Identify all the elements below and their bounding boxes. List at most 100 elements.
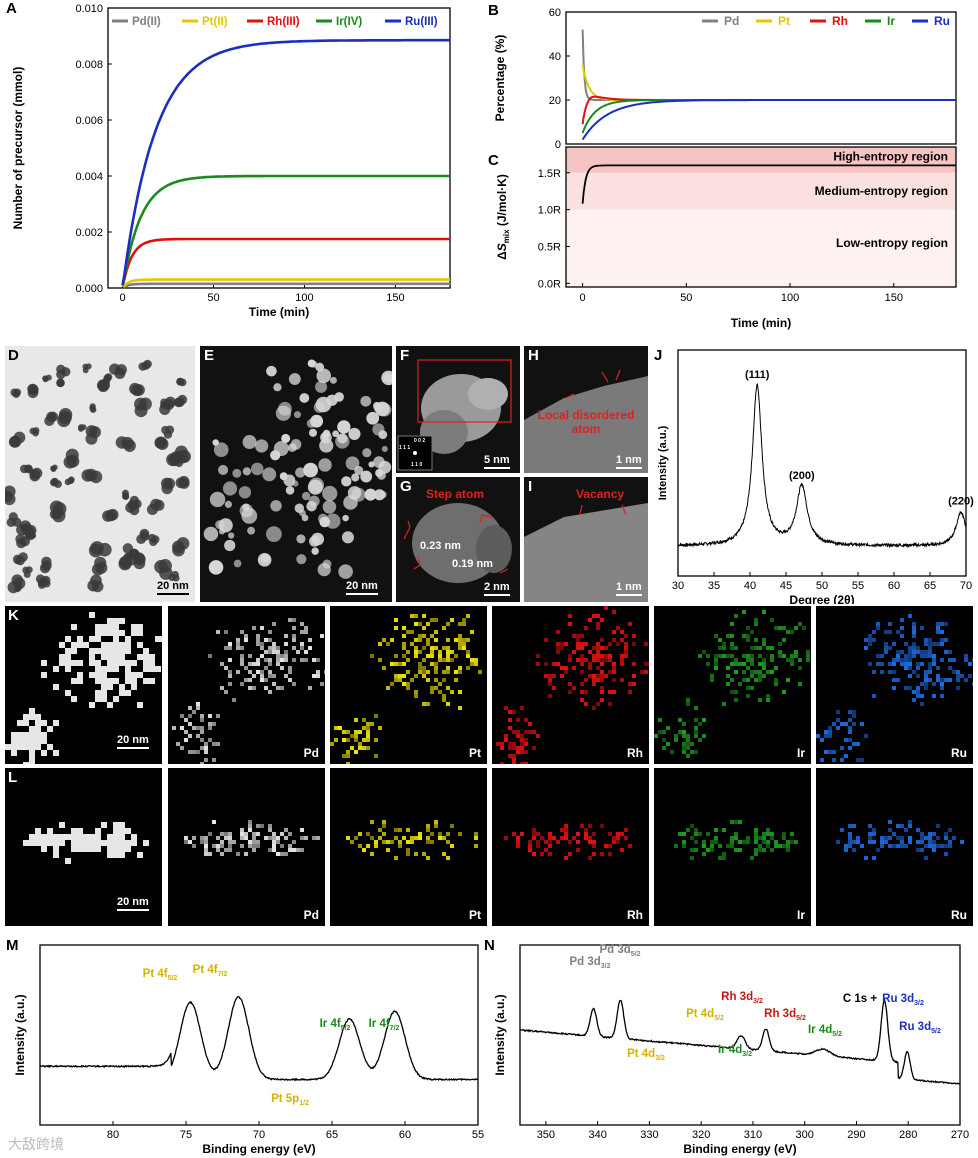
map-pixel: [446, 670, 450, 674]
map-pixel: [746, 654, 750, 658]
map-pixel: [718, 844, 722, 848]
map-pixel: [304, 630, 308, 634]
map-pixel: [596, 622, 600, 626]
panel-label-f: F: [400, 347, 410, 364]
map-pixel: [726, 674, 730, 678]
y-tick-label: 60: [549, 7, 561, 19]
map-pixel: [512, 746, 516, 750]
legend-label: Pd: [724, 14, 739, 28]
map-pixel: [948, 678, 952, 682]
map-pixel: [430, 690, 434, 694]
map-pixel: [928, 638, 932, 642]
map-pixel: [450, 824, 454, 828]
scale-bar-h: 1 nm: [616, 454, 642, 469]
map-pixel: [17, 744, 23, 750]
map-pixel: [848, 738, 852, 742]
map-pixel: [722, 856, 726, 860]
map-pixel: [188, 722, 192, 726]
map-pixel: [520, 750, 524, 754]
map-pixel: [924, 682, 928, 686]
map-pixel: [848, 840, 852, 844]
map-pixel: [532, 832, 536, 836]
map-pixel: [544, 848, 548, 852]
element-label-pt: Pt: [469, 746, 481, 760]
peak-label-main: Pt 4d: [627, 1048, 655, 1060]
map-pixel: [860, 758, 864, 762]
x-axis-label: Time (min): [249, 305, 309, 319]
peak-label-sub: 5/2: [714, 1015, 724, 1022]
map-pixel: [59, 654, 65, 660]
map-pixel: [280, 666, 284, 670]
nanoparticle: [16, 520, 33, 536]
y-tick-label: 0.000: [75, 283, 103, 295]
map-pixel: [920, 654, 924, 658]
nanoparticle: [239, 503, 254, 518]
map-pixel: [726, 654, 730, 658]
map-pixel: [544, 674, 548, 678]
map-pixel: [924, 670, 928, 674]
legend-label: Rh(III): [267, 16, 300, 28]
map-pixel: [600, 670, 604, 674]
map-pixel: [556, 630, 560, 634]
map-pixel: [714, 634, 718, 638]
map-pixel: [928, 642, 932, 646]
map-pixel: [462, 618, 466, 622]
nanoparticle: [309, 535, 320, 547]
map-pixel: [334, 726, 338, 730]
map-pixel: [212, 758, 216, 762]
map-pixel: [916, 690, 920, 694]
map-pixel: [880, 836, 884, 840]
tem-particles-d: [5, 359, 191, 594]
nanoparticle: [265, 526, 282, 543]
map-pixel: [612, 610, 616, 614]
map-pixel: [71, 696, 77, 702]
map-pixel: [59, 660, 65, 666]
map-pixel: [908, 820, 912, 824]
y-axis-label: Intensity (a.u.): [657, 425, 669, 500]
map-pixel: [131, 660, 137, 666]
map-pixel: [924, 674, 928, 678]
nanoparticle: [296, 534, 306, 544]
map-pixel: [77, 678, 83, 684]
map-pixel: [592, 614, 596, 618]
map-pixel: [662, 738, 666, 742]
fft-index-111: 1 1 1: [399, 445, 411, 451]
map-pixel: [872, 638, 876, 642]
map-pixel: [880, 662, 884, 666]
map-pixel: [161, 636, 162, 642]
map-pixel: [766, 694, 770, 698]
eds-map-k-ir: Ir: [654, 606, 811, 764]
map-pixel: [466, 654, 470, 658]
map-pixel: [17, 732, 23, 738]
map-pixel: [137, 630, 143, 636]
map-pixel: [774, 666, 778, 670]
map-pixel: [316, 658, 320, 662]
particle-lobe: [159, 403, 171, 415]
nanoparticle: [316, 368, 332, 384]
map-pixel: [896, 650, 900, 654]
map-pixel: [734, 848, 738, 852]
map-pixel: [576, 658, 580, 662]
map-pixel: [512, 710, 516, 714]
map-pixel: [524, 742, 528, 746]
map-pixel: [726, 682, 730, 686]
map-pixel: [612, 662, 616, 666]
map-pixel: [766, 646, 770, 650]
map-pixel: [608, 852, 612, 856]
peak-label: C 1s +: [843, 993, 877, 1005]
map-pixel: [694, 706, 698, 710]
map-pixel: [107, 624, 113, 630]
map-pixel: [212, 820, 216, 824]
map-pixel: [446, 654, 450, 658]
map-pixel: [782, 626, 786, 630]
map-pixel: [608, 844, 612, 848]
map-pixel: [59, 834, 65, 840]
map-pixel: [113, 666, 119, 672]
map-pixel: [89, 636, 95, 642]
map-pixel: [872, 832, 876, 836]
map-pixel: [414, 646, 418, 650]
map-pixel: [200, 836, 204, 840]
nanoparticle: [290, 439, 302, 450]
map-pixel: [256, 662, 260, 666]
map-pixel: [220, 840, 224, 844]
